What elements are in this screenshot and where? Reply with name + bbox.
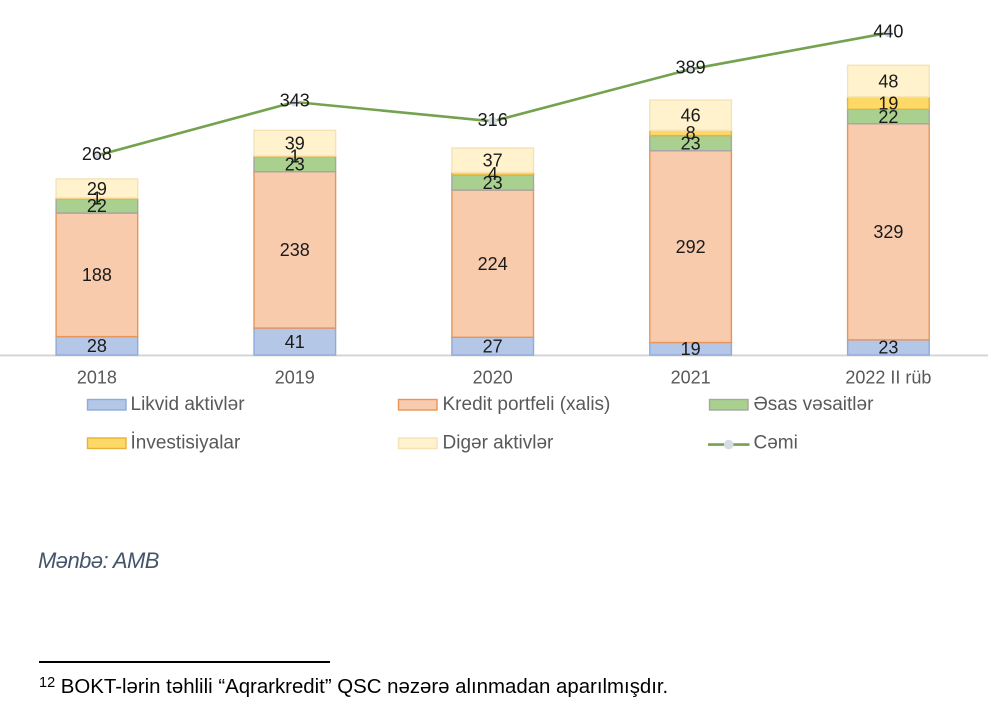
svg-text:2021: 2021 — [671, 368, 711, 388]
svg-text:23: 23 — [878, 338, 898, 358]
svg-text:46: 46 — [681, 106, 701, 126]
svg-text:292: 292 — [676, 237, 706, 257]
svg-text:224: 224 — [478, 254, 508, 274]
svg-text:39: 39 — [285, 133, 305, 153]
svg-text:Cəmi: Cəmi — [754, 433, 798, 454]
svg-text:2018: 2018 — [77, 368, 117, 388]
svg-text:Digər aktivlər: Digər aktivlər — [443, 433, 555, 454]
svg-text:2022 II rüb: 2022 II rüb — [845, 368, 931, 388]
svg-text:343: 343 — [280, 91, 310, 111]
svg-text:Əsas vəsaitlər: Əsas vəsaitlər — [754, 394, 875, 415]
svg-text:268: 268 — [82, 144, 112, 164]
svg-text:22: 22 — [87, 196, 107, 216]
svg-text:37: 37 — [483, 151, 503, 171]
svg-text:Likvid aktivlər: Likvid aktivlər — [131, 394, 246, 415]
svg-text:316: 316 — [478, 110, 508, 130]
svg-text:41: 41 — [285, 332, 305, 352]
svg-text:23: 23 — [285, 154, 305, 174]
svg-text:Kredit portfeli (xalis): Kredit portfeli (xalis) — [443, 394, 611, 415]
svg-text:19: 19 — [681, 339, 701, 359]
svg-text:23: 23 — [483, 173, 503, 193]
svg-text:8: 8 — [686, 123, 696, 143]
svg-text:28: 28 — [87, 336, 107, 356]
svg-text:2020: 2020 — [473, 368, 513, 388]
svg-text:238: 238 — [280, 240, 310, 260]
svg-text:440: 440 — [873, 21, 903, 41]
svg-text:4: 4 — [488, 164, 498, 184]
svg-text:İnvestisiyalar: İnvestisiyalar — [131, 433, 241, 454]
svg-text:2019: 2019 — [275, 368, 315, 388]
svg-text:23: 23 — [681, 133, 701, 153]
svg-text:1: 1 — [92, 189, 102, 209]
svg-text:29: 29 — [87, 179, 107, 199]
svg-text:188: 188 — [82, 265, 112, 285]
svg-text:22: 22 — [878, 107, 898, 127]
svg-text:27: 27 — [483, 336, 503, 356]
svg-text:1: 1 — [290, 147, 300, 167]
svg-text:19: 19 — [878, 93, 898, 113]
svg-text:48: 48 — [878, 71, 898, 91]
svg-text:329: 329 — [873, 222, 903, 242]
svg-text:389: 389 — [676, 58, 706, 78]
